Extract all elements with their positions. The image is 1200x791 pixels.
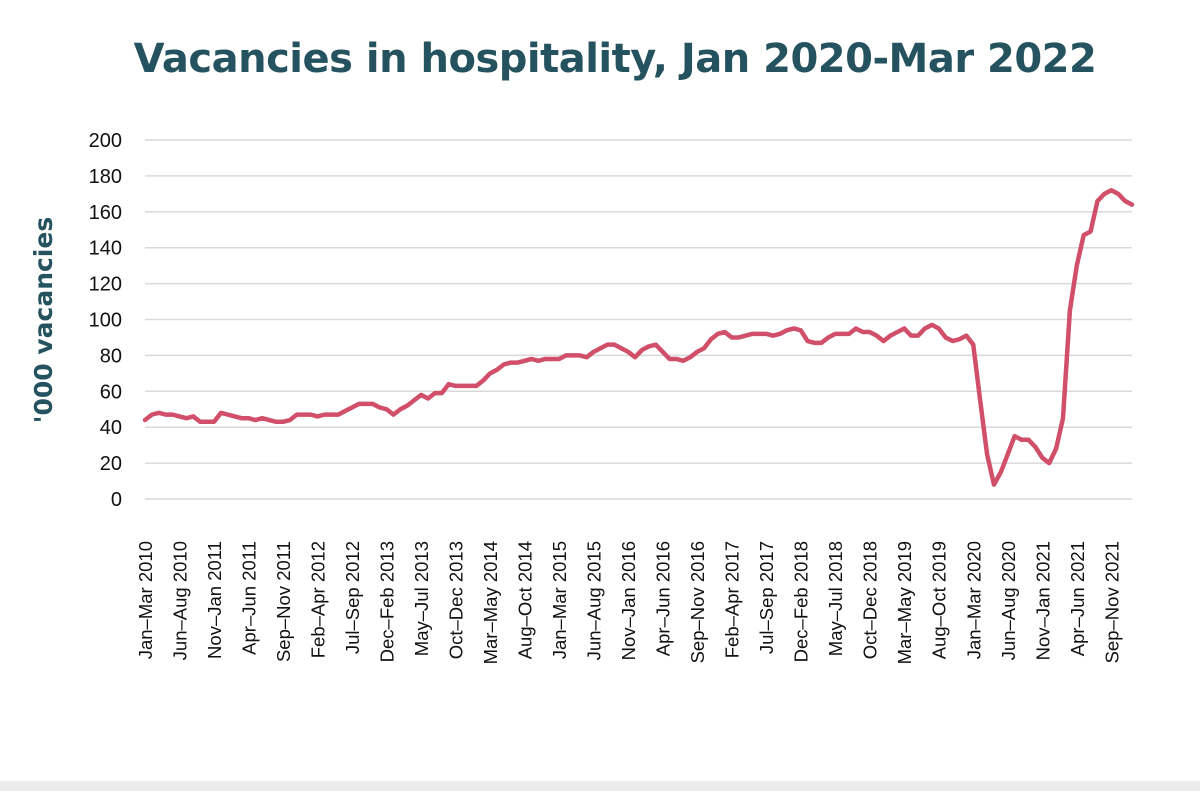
x-axis-ticks: Jan–Mar 2010 Jun–Aug 2010 Nov–Jan 2011 Apr–… — [135, 541, 1122, 664]
x-tick-label: Dec–Feb 2018 — [791, 541, 812, 662]
y-axis-ticks: 0 20 40 60 80 100 120 140 160 180 200 — [89, 130, 122, 511]
x-tick-label: Jun–Aug 2015 — [584, 541, 605, 660]
x-tick-label: May–Jul 2018 — [825, 541, 846, 656]
chart-title: Vacancies in hospitality, Jan 2020-Mar 2… — [133, 36, 1097, 82]
x-tick-label: Sep–Nov 2021 — [1101, 541, 1122, 663]
gridlines — [145, 139, 1132, 500]
x-tick-label: Jan–Mar 2020 — [963, 541, 984, 659]
x-tick-label: Jul–Sep 2017 — [756, 541, 777, 654]
x-tick-label: Nov–Jan 2011 — [204, 541, 225, 659]
y-tick-label: 140 — [89, 238, 122, 260]
y-tick-label: 40 — [100, 417, 122, 439]
x-tick-label: Dec–Feb 2013 — [377, 541, 398, 662]
y-tick-label: 0 — [111, 489, 122, 511]
x-tick-label: Feb–Apr 2012 — [308, 541, 329, 658]
x-tick-label: Nov–Jan 2021 — [1032, 541, 1053, 660]
x-tick-label: Aug–Oct 2019 — [929, 541, 950, 659]
vacancies-series-line — [142, 188, 1135, 487]
y-tick-label: 200 — [89, 130, 122, 152]
y-tick-label: 20 — [100, 453, 122, 475]
x-tick-label: Aug–Oct 2014 — [515, 541, 536, 659]
x-tick-label: Mar–May 2014 — [480, 541, 501, 664]
x-tick-label: Jun–Aug 2010 — [170, 541, 191, 660]
y-tick-label: 120 — [89, 274, 122, 296]
y-tick-label: 100 — [89, 310, 122, 332]
x-tick-label: May–Jul 2013 — [411, 541, 432, 656]
x-tick-label: Oct–Dec 2018 — [860, 541, 881, 659]
x-tick-label: Apr–Jun 2021 — [1067, 541, 1088, 656]
x-tick-label: Sep–Nov 2016 — [687, 541, 708, 663]
x-tick-label: Apr–Jun 2016 — [653, 541, 674, 656]
footer-bar — [0, 781, 1200, 791]
y-tick-label: 180 — [89, 166, 122, 188]
y-tick-label: 80 — [100, 345, 122, 367]
x-tick-label: Apr–Jun 2011 — [239, 541, 260, 655]
y-tick-label: 60 — [100, 381, 122, 403]
x-tick-label: Jul–Sep 2012 — [342, 541, 363, 654]
x-tick-label: Jun–Aug 2020 — [998, 541, 1019, 660]
y-axis-label: '000 vacancies — [29, 217, 58, 423]
y-tick-label: 160 — [89, 202, 122, 224]
x-tick-label: Nov–Jan 2016 — [618, 541, 639, 660]
x-tick-label: Jan–Mar 2010 — [135, 541, 156, 659]
x-tick-label: Sep–Nov 2011 — [273, 541, 294, 662]
x-tick-label: Mar–May 2019 — [894, 541, 915, 664]
x-tick-label: Oct–Dec 2013 — [446, 541, 467, 659]
x-tick-label: Feb–Apr 2017 — [722, 541, 743, 658]
x-tick-label: Jan–Mar 2015 — [549, 541, 570, 659]
